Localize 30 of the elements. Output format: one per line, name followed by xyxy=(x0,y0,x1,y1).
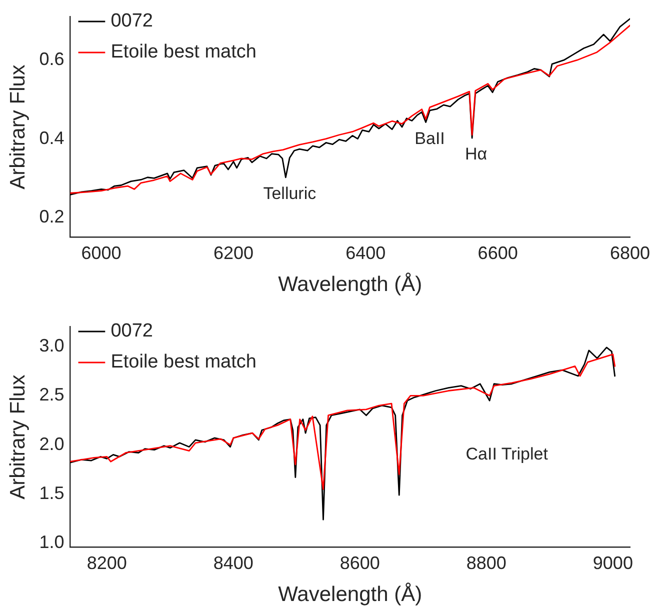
y-tick-label: 1.0 xyxy=(39,532,64,552)
annotation: CaII Triplet xyxy=(466,444,548,464)
y-axis-title: Arbitrary Flux xyxy=(6,64,30,190)
x-tick-label: 8800 xyxy=(466,552,506,573)
annotation: Hα xyxy=(464,144,488,164)
legend-label: 0072 xyxy=(110,10,154,32)
y-tick-label: 0.6 xyxy=(39,49,64,70)
annotation: BaII xyxy=(414,128,445,148)
x-tick-label: 8400 xyxy=(213,552,254,573)
x-tick-label: 6200 xyxy=(213,242,254,263)
x-axis-title: Wavelength (Å) xyxy=(278,582,422,606)
x-tick-label: 6600 xyxy=(478,242,518,263)
x-tick-label: 9000 xyxy=(592,552,633,573)
x-tick-label: 6400 xyxy=(346,242,386,263)
x-tick-label: 6000 xyxy=(81,242,122,263)
legend-label: Etoile best match xyxy=(110,42,256,63)
y-tick-label: 1.5 xyxy=(39,483,64,504)
x-tick-label: 8600 xyxy=(340,552,380,573)
x-tick-label: 8200 xyxy=(86,552,127,573)
legend-label: 0072 xyxy=(110,320,154,342)
x-tick-label: 6800 xyxy=(610,242,650,263)
y-tick-label: 3.0 xyxy=(39,335,64,356)
y-tick-label: 2.0 xyxy=(39,434,64,454)
y-tick-label: 0.2 xyxy=(39,206,64,226)
y-tick-label: 0.4 xyxy=(39,128,64,148)
y-axis-title: Arbitrary Flux xyxy=(6,374,30,500)
legend-label: Etoile best match xyxy=(110,352,256,373)
x-axis-title: Wavelength (Å) xyxy=(278,272,422,296)
y-tick-label: 2.5 xyxy=(39,384,64,405)
annotation: Telluric xyxy=(263,184,317,204)
